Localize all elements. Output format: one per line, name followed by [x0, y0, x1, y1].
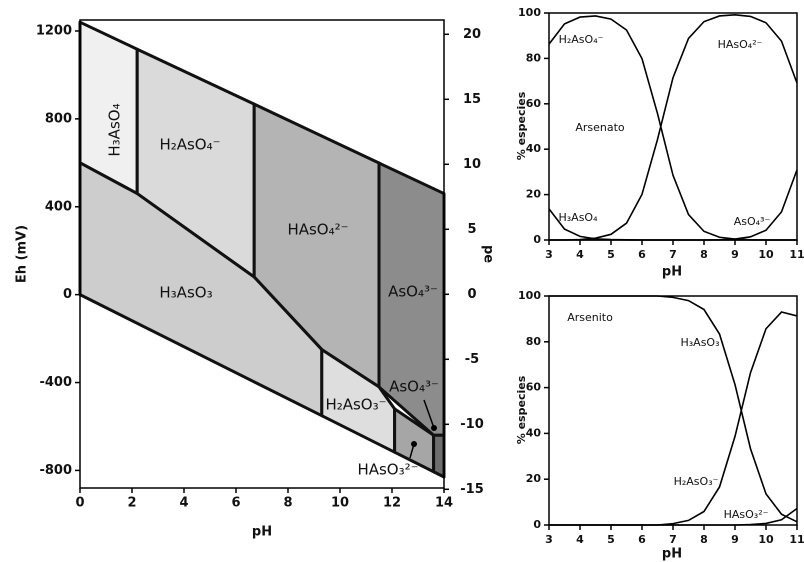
y2-tick-label: -15 [460, 482, 484, 497]
y-tick-label: 80 [526, 335, 542, 348]
y-tick-label: -400 [39, 375, 72, 390]
region-label: AsO₄³⁻ [389, 378, 439, 396]
region [432, 433, 446, 479]
series-label: H₂AsO₃⁻ [674, 475, 719, 488]
x-tick-label: 10 [758, 533, 774, 546]
x-tick-label: 14 [435, 496, 453, 511]
plot-bg [549, 13, 797, 240]
y-axis-label: Eh (mV) [15, 225, 30, 283]
y2-tick-label: 10 [463, 157, 481, 172]
y-tick-label: 800 [45, 111, 72, 126]
y-tick-label: 100 [518, 6, 541, 19]
chart: H₃AsO₄ H₂AsO₄⁻ HAsO₄²⁻ AsO₄³⁻ Arsenato 3 4 5 6 7 8… [515, 6, 804, 280]
series-label: HAsO₃²⁻ [724, 508, 769, 521]
x-tick-label: 8 [700, 533, 708, 546]
y2-tick-label: 5 [467, 222, 476, 237]
annotation: Arsenito [567, 311, 613, 324]
y-tick-label: 0 [533, 233, 541, 246]
region-label: H₃AsO₃ [159, 284, 212, 302]
region-label: H₂AsO₄⁻ [159, 136, 220, 154]
y2-tick-label: -10 [460, 417, 484, 432]
x-tick-label: 6 [638, 248, 646, 261]
region-label: HAsO₄²⁻ [287, 221, 348, 239]
y-tick-label: 20 [526, 188, 542, 201]
x-tick-label: 4 [576, 533, 584, 546]
x-axis-label: pH [252, 525, 272, 540]
x-tick-label: 5 [607, 248, 615, 261]
x-tick-label: 8 [700, 248, 708, 261]
y-tick-label: 0 [533, 518, 541, 531]
chart: H₃AsO₃ H₂AsO₃⁻ HAsO₃²⁻ Arsenito 3 4 5 6 7 8 9 10 11 0… [515, 289, 804, 562]
pointer [423, 399, 435, 429]
x-tick-label: 8 [283, 496, 292, 511]
y-tick-label: 20 [526, 472, 542, 485]
x-tick-label: 10 [758, 248, 774, 261]
x-tick-label: 3 [545, 533, 553, 546]
region-label: AsO₄³⁻ [388, 283, 438, 301]
series-label: H₂AsO₄⁻ [559, 33, 604, 46]
plot-frame [79, 19, 445, 489]
y-axis-label: % especies [515, 91, 528, 160]
region-label: H₂AsO₃⁻ [325, 396, 386, 414]
y2-tick-label: 20 [463, 27, 481, 42]
pointer-dot [431, 425, 437, 431]
x-tick-label: 7 [669, 248, 677, 261]
x-tick-label: 12 [383, 496, 401, 511]
x-tick-label: 10 [331, 496, 349, 511]
y-tick-label: 0 [63, 287, 72, 302]
x-tick-label: 3 [545, 248, 553, 261]
x-tick-label: 6 [231, 496, 240, 511]
x-tick-label: 5 [607, 533, 615, 546]
pointer-dot [411, 441, 417, 447]
plot-bg [549, 296, 797, 525]
region-label: H₃AsO₄ [106, 103, 124, 156]
series-label: H₃AsO₃ [680, 336, 719, 349]
x-tick-label: 4 [179, 496, 188, 511]
x-tick-label: 11 [789, 248, 804, 261]
x-tick-label: 11 [789, 533, 804, 546]
y-tick-label: 1200 [36, 23, 72, 38]
x-tick-label: 9 [731, 248, 739, 261]
series-label: AsO₄³⁻ [734, 215, 771, 228]
y-tick-label: -800 [39, 463, 72, 478]
series-label: HAsO₄²⁻ [718, 38, 763, 51]
y2-axis-label: pe [481, 245, 496, 263]
series-label: H₃AsO₄ [558, 211, 598, 224]
x-tick-label: 6 [638, 533, 646, 546]
y-axis-label: % especies [515, 375, 528, 444]
x-tick-label: 4 [576, 248, 584, 261]
y-tick-label: 80 [526, 51, 542, 64]
y-tick-label: 40 [526, 142, 542, 155]
series-line [549, 14, 798, 241]
x-tick-label: 2 [127, 496, 136, 511]
y2-tick-label: 0 [467, 287, 476, 302]
x-tick-label: 9 [731, 533, 739, 546]
x-tick-label: 7 [669, 533, 677, 546]
y-tick-label: 100 [518, 289, 541, 302]
y-tick-label: 60 [526, 97, 542, 110]
x-axis-label: pH [662, 265, 682, 280]
y-tick-label: 40 [526, 426, 542, 439]
y-tick-label: 400 [45, 199, 72, 214]
y2-tick-label: 15 [463, 92, 481, 107]
x-tick-label: 0 [75, 496, 84, 511]
chart: H₃AsO₄ H₂AsO₄⁻ HAsO₄²⁻ AsO₄³⁻ H₃AsO₃ H₂AsO₃⁻ H… [15, 19, 496, 540]
x-axis-label: pH [662, 547, 682, 562]
y-tick-label: 60 [526, 381, 542, 394]
y2-tick-label: -5 [465, 352, 479, 367]
annotation: Arsenato [575, 121, 625, 134]
region-label: HAsO₃²⁻ [357, 461, 418, 479]
